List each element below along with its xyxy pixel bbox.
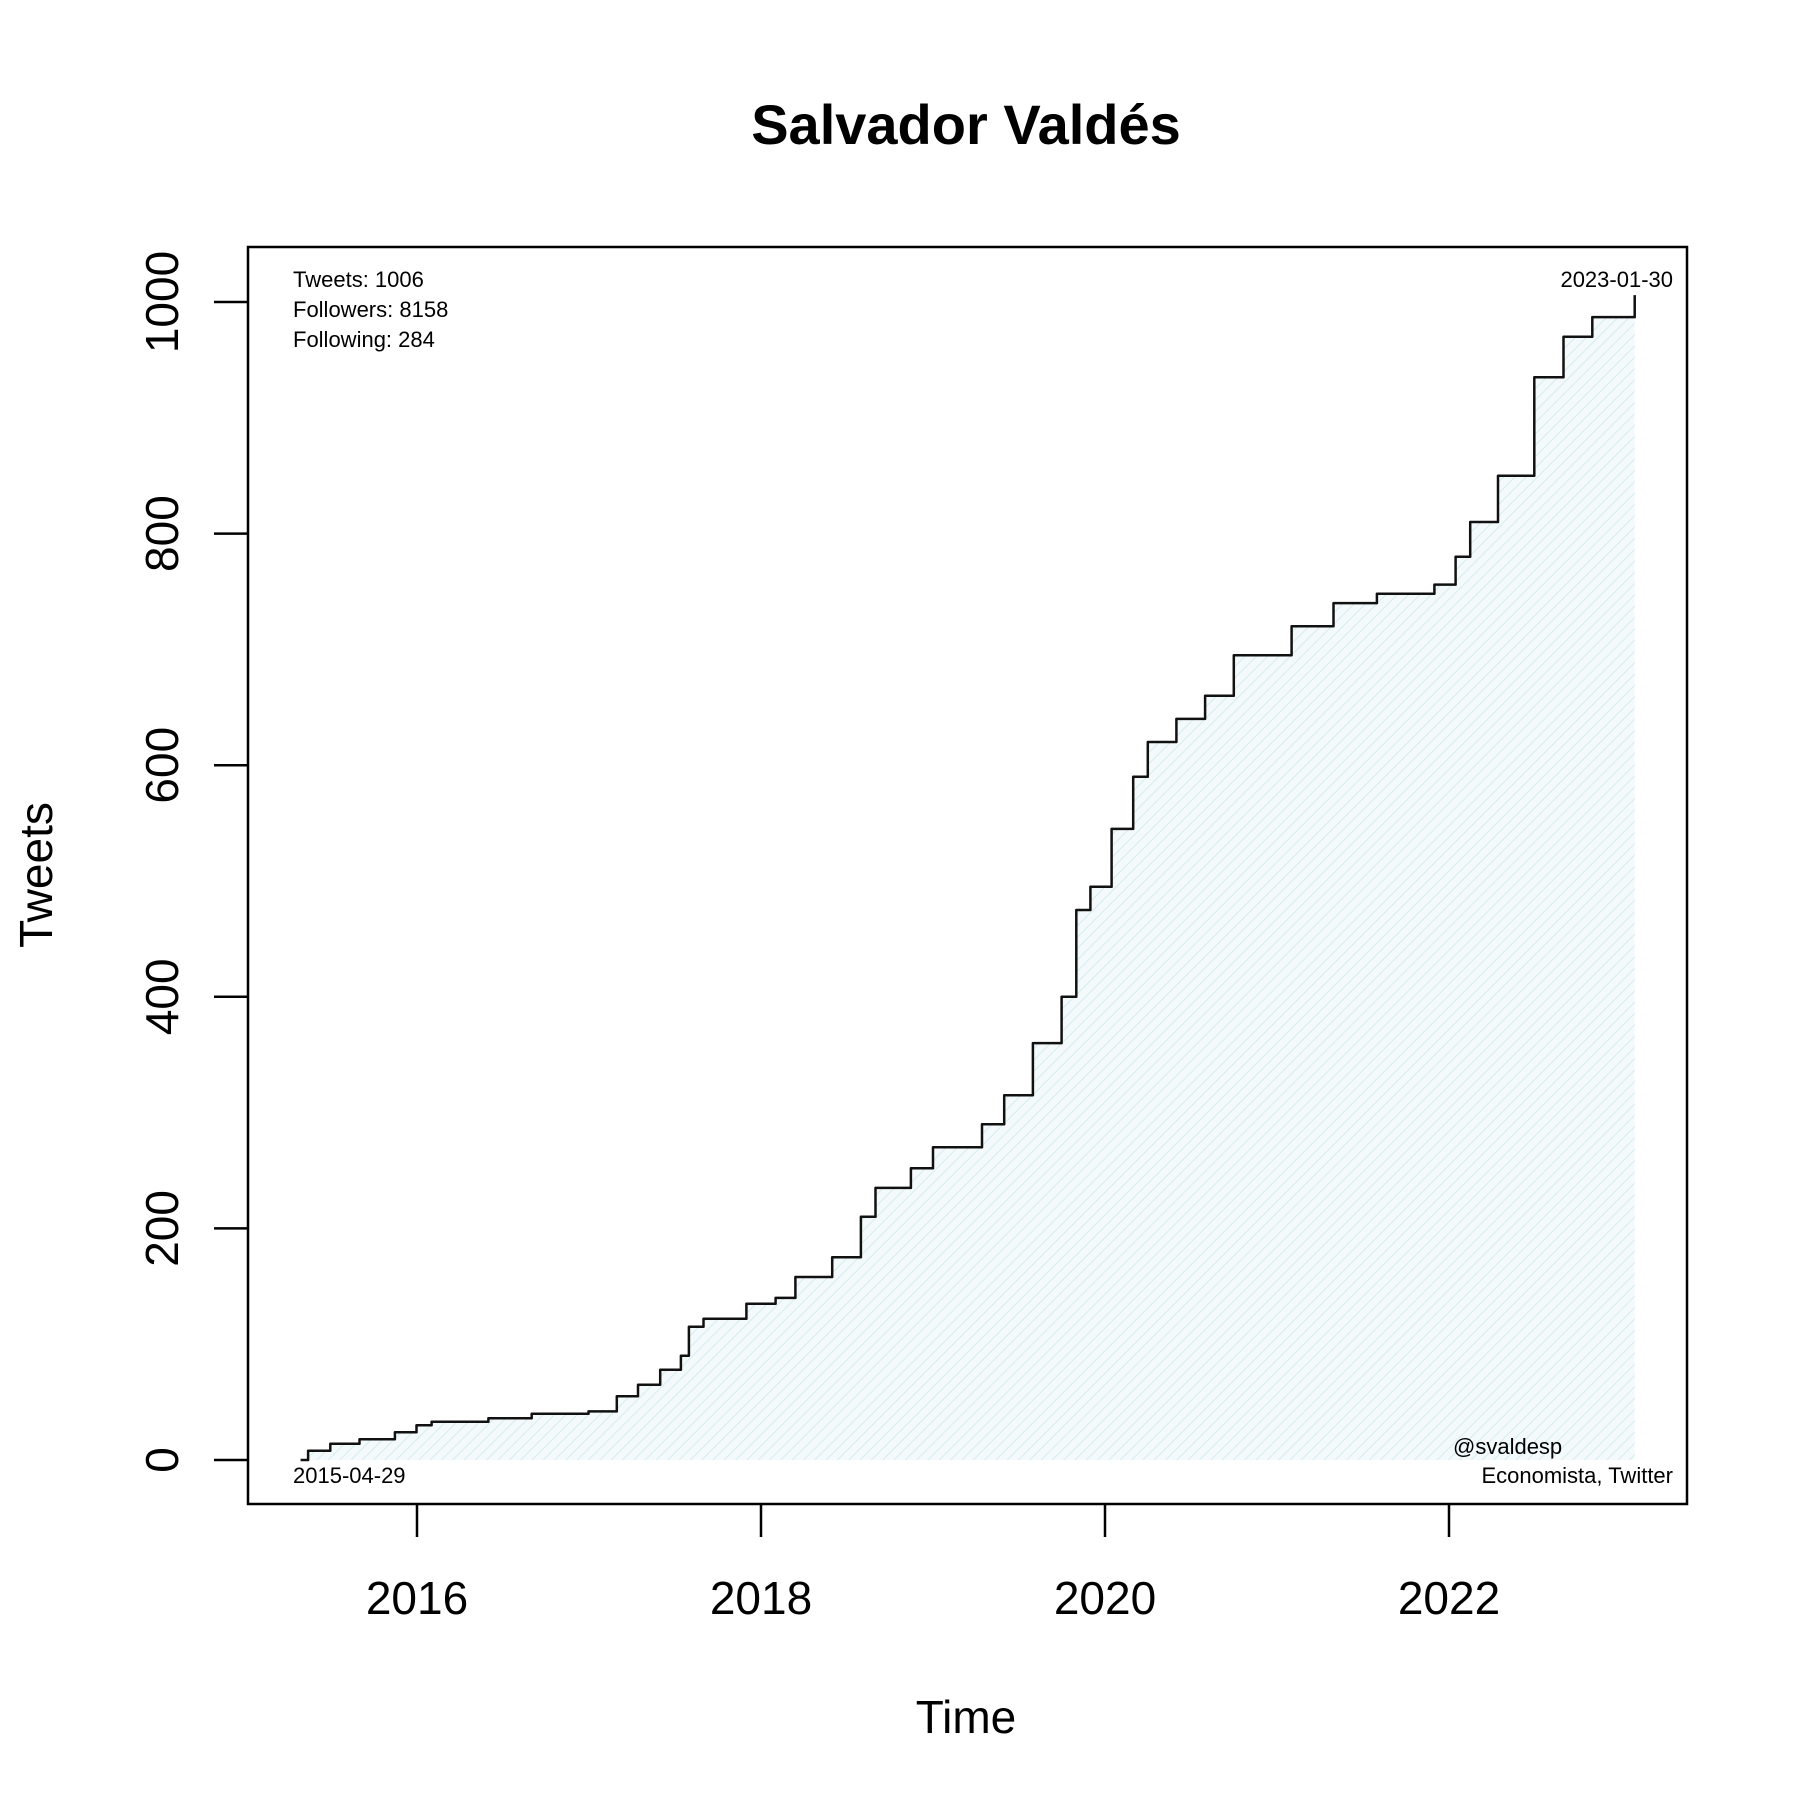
tweets-count: Tweets: 1006: [293, 267, 424, 292]
cumulative-area-fill: [300, 295, 1635, 1461]
chart-title: Salvador Valdés: [751, 93, 1181, 156]
y-tick-label: 400: [136, 958, 188, 1035]
x-tick-label: 2016: [366, 1572, 468, 1624]
x-tick-label: 2018: [710, 1572, 812, 1624]
y-tick-label: 200: [136, 1190, 188, 1267]
plot-area: [246, 245, 1689, 1506]
y-tick-label: 600: [136, 727, 188, 804]
y-tick-label: 0: [136, 1447, 188, 1473]
user-bio: Economista, Twitter: [1481, 1463, 1673, 1488]
y-tick-label: 800: [136, 495, 188, 572]
end-date-label: 2023-01-30: [1560, 267, 1673, 292]
user-handle: @svaldesp: [1453, 1434, 1562, 1459]
cumulative-tweets-line: [300, 295, 1636, 1462]
y-axis-label: Tweets: [10, 802, 62, 948]
following-count: Following: 284: [293, 327, 435, 352]
x-axis-label: Time: [916, 1691, 1017, 1743]
y-axis: 0 200 400 600 800 1000: [136, 251, 248, 1473]
followers-count: Followers: 8158: [293, 297, 448, 322]
x-axis: 2016 2018 2020 2022: [366, 1504, 1500, 1624]
x-tick-label: 2020: [1054, 1572, 1156, 1624]
start-date-label: 2015-04-29: [293, 1463, 406, 1488]
x-tick-label: 2022: [1398, 1572, 1500, 1624]
plot-frame: [246, 245, 1689, 1506]
y-tick-label: 1000: [136, 251, 188, 353]
